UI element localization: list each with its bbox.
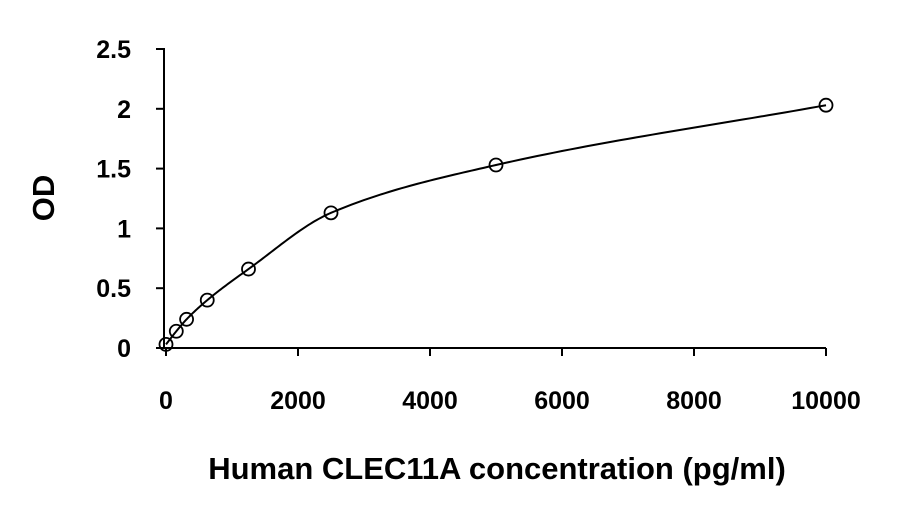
data-point (241, 261, 256, 277)
y-tick-label: 2.5 (96, 36, 131, 64)
fit-curve (165, 104, 827, 346)
x-tick-label: 0 (159, 387, 173, 415)
x-tick-label: 4000 (402, 387, 458, 415)
data-point (179, 311, 194, 327)
x-axis-title: Human CLEC11A concentration (pg/ml) (208, 451, 786, 486)
axes: 0 0.5 1 1.5 2 2.5 0 2000 4000 6000 8000 10000 (96, 36, 861, 415)
y-tick-label: 1 (117, 215, 131, 243)
y-axis-title: OD (26, 175, 61, 222)
x-tick-label: 8000 (666, 387, 722, 415)
y-tick-label: 0.5 (96, 275, 131, 303)
y-tick-label: 1.5 (96, 156, 131, 184)
data-point (323, 205, 339, 221)
y-ticks: 0 0.5 1 1.5 2 2.5 (96, 36, 164, 363)
y-tick-label: 0 (117, 335, 131, 363)
y-tick-label: 2 (117, 96, 131, 124)
data-point (158, 337, 174, 352)
data-point (199, 292, 215, 308)
x-tick-label: 2000 (270, 387, 326, 415)
data-points-layer (158, 97, 834, 352)
data-point (818, 97, 834, 113)
x-tick-label: 10000 (791, 387, 861, 415)
data-point (488, 157, 504, 173)
x-tick-label: 6000 (534, 387, 590, 415)
fit-curve-layer (165, 104, 827, 346)
data-point (168, 323, 184, 339)
x-ticks: 0 2000 4000 6000 8000 10000 (159, 348, 861, 415)
